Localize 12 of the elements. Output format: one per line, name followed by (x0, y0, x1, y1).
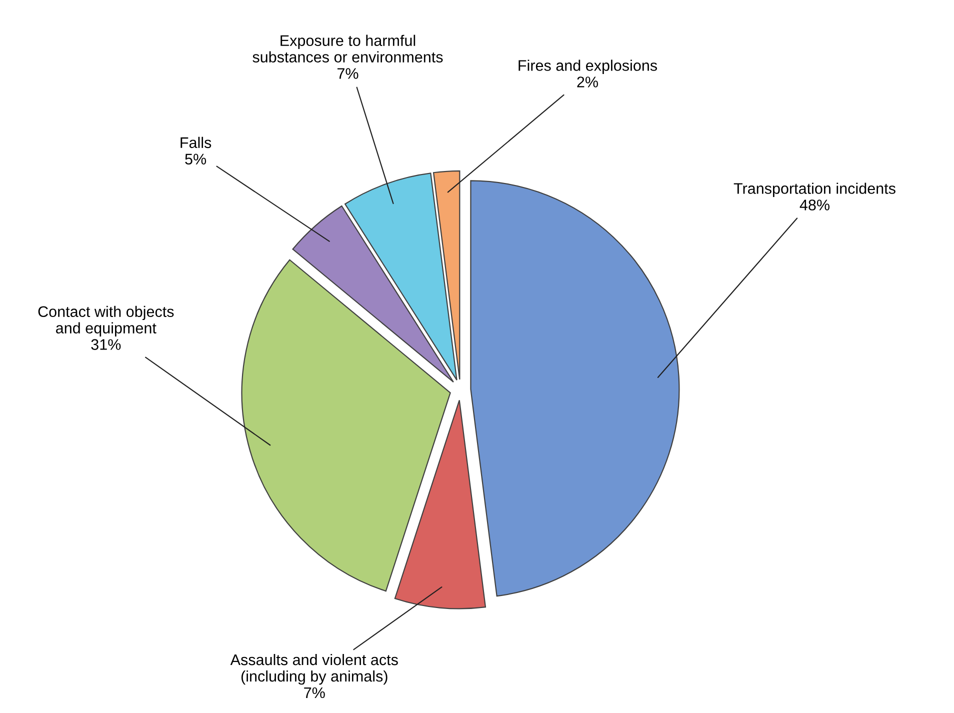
data-label: 7% (304, 687, 325, 698)
data-label: 7% (337, 68, 358, 79)
slice-label: Exposure to harmful substances or environments (252, 34, 443, 62)
slice-label: Fires and explosions (518, 60, 658, 74)
slice-label: Assaults and violent acts (including by animals) (230, 654, 398, 685)
slice-label: Falls (180, 136, 212, 148)
data-label: 31% (91, 339, 121, 350)
data-label: 5% (185, 154, 206, 165)
data-label: 48% (800, 200, 830, 210)
data-label: 2% (577, 76, 598, 88)
slice-label: Transportation incidents (734, 182, 896, 197)
slice-label: Contact with objects and equipment (38, 306, 174, 337)
